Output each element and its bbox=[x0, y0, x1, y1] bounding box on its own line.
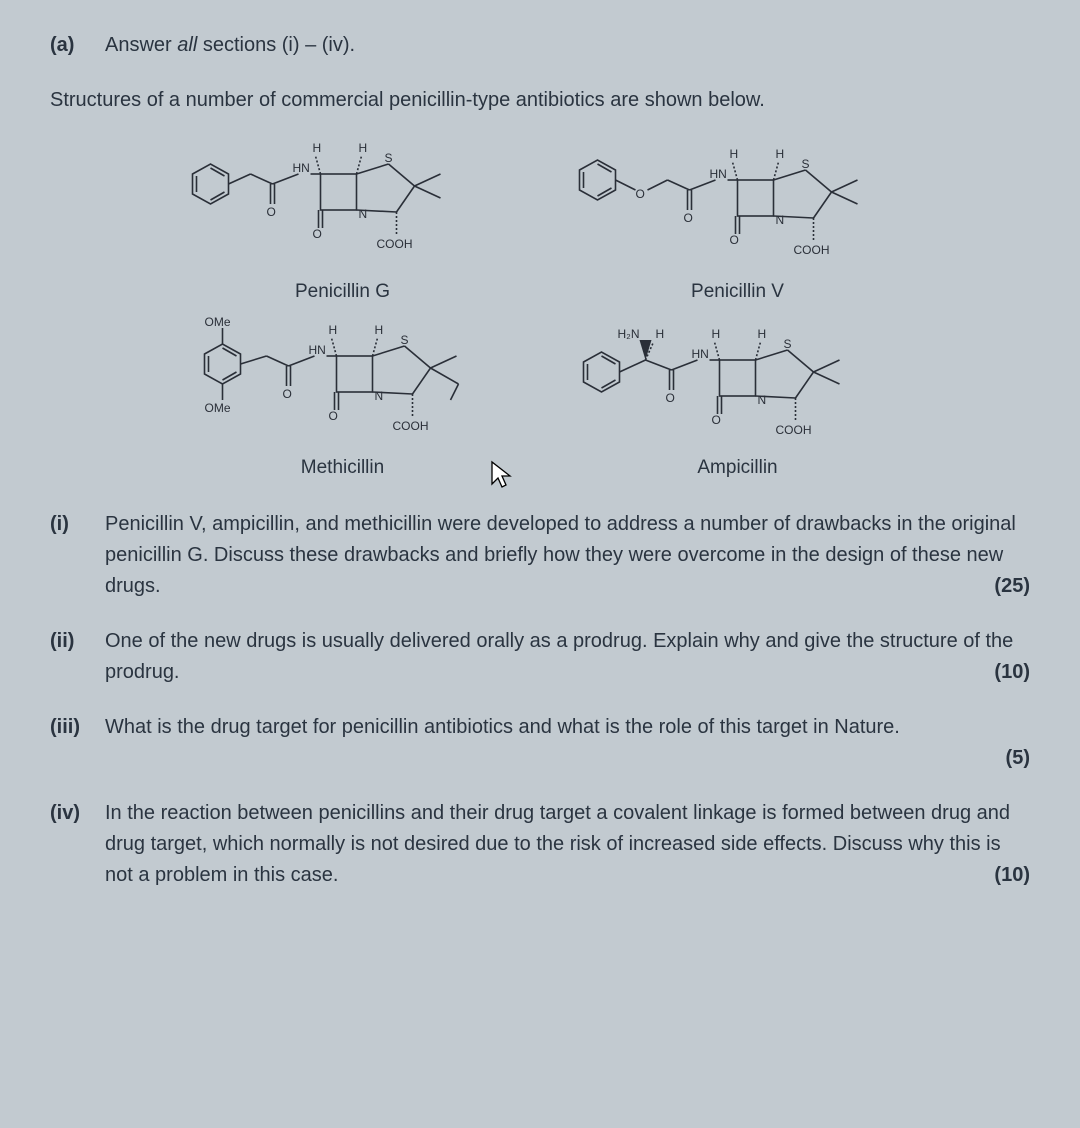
label-h: H bbox=[329, 323, 338, 337]
molecule-penicillin-v: O H H HN S N O O COOH Penicillin V bbox=[555, 134, 920, 306]
label-cooh: COOH bbox=[393, 419, 429, 433]
questions: (i) Penicillin V, ampicillin, and methic… bbox=[50, 509, 1030, 891]
intro-text: Structures of a number of commercial pen… bbox=[50, 85, 1030, 116]
label-o: O bbox=[329, 409, 338, 423]
label-h: H bbox=[313, 141, 322, 155]
penicillin-v-structure: O H H HN S N O O COOH bbox=[555, 134, 920, 269]
label-cooh: COOH bbox=[377, 237, 413, 251]
instruction: Answer all sections (i) – (iv). bbox=[105, 30, 1030, 61]
label-cooh: COOH bbox=[794, 243, 830, 257]
question-body: What is the drug target for penicillin a… bbox=[105, 716, 900, 738]
molecule-penicillin-g: H H HN S N O O COOH Penicillin G bbox=[160, 134, 525, 306]
label-h: H bbox=[712, 327, 721, 341]
question-body: One of the new drugs is usually delivere… bbox=[105, 630, 1013, 683]
label-h: H bbox=[359, 141, 368, 155]
label-h: H bbox=[656, 327, 665, 341]
label-hn: HN bbox=[710, 167, 727, 181]
label-o: O bbox=[636, 187, 645, 201]
label-o: O bbox=[267, 205, 276, 219]
question-number: (ii) bbox=[50, 626, 105, 657]
question-text: In the reaction between penicillins and … bbox=[105, 798, 1030, 891]
label-s: S bbox=[401, 333, 409, 347]
part-header: (a) Answer all sections (i) – (iv). bbox=[50, 30, 1030, 61]
ampicillin-structure: H₂N H H H HN S N O O COOH bbox=[555, 310, 920, 445]
question-body: Penicillin V, ampicillin, and methicilli… bbox=[105, 513, 1016, 597]
label-hn: HN bbox=[293, 161, 310, 175]
part-label: (a) bbox=[50, 30, 105, 61]
label-h: H bbox=[730, 147, 739, 161]
instruction-suffix: sections (i) – (iv). bbox=[197, 34, 355, 56]
instruction-prefix: Answer bbox=[105, 34, 177, 56]
label-h: H bbox=[776, 147, 785, 161]
label-hn: HN bbox=[309, 343, 326, 357]
label-o: O bbox=[684, 211, 693, 225]
question-text: Penicillin V, ampicillin, and methicilli… bbox=[105, 509, 1030, 602]
question-iv: (iv) In the reaction between penicillins… bbox=[50, 798, 1030, 891]
question-marks: (10) bbox=[994, 860, 1030, 891]
question-marks: (25) bbox=[994, 571, 1030, 602]
methicillin-structure: OMe OMe H H HN S N O O COOH bbox=[160, 310, 525, 445]
label-h: H bbox=[375, 323, 384, 337]
label-s: S bbox=[784, 337, 792, 351]
question-text: One of the new drugs is usually delivere… bbox=[105, 626, 1030, 688]
structures-figure: H H HN S N O O COOH Penicillin G bbox=[160, 134, 920, 483]
molecule-name: Penicillin G bbox=[160, 277, 525, 306]
question-i: (i) Penicillin V, ampicillin, and methic… bbox=[50, 509, 1030, 602]
label-n: N bbox=[758, 393, 767, 407]
question-ii: (ii) One of the new drugs is usually del… bbox=[50, 626, 1030, 688]
label-n: N bbox=[375, 389, 384, 403]
question-text: What is the drug target for penicillin a… bbox=[105, 712, 1030, 774]
label-o: O bbox=[666, 391, 675, 405]
label-hn: HN bbox=[692, 347, 709, 361]
question-marks: (5) bbox=[1006, 743, 1030, 774]
question-body: In the reaction between penicillins and … bbox=[105, 802, 1010, 886]
question-iii: (iii) What is the drug target for penici… bbox=[50, 712, 1030, 774]
exam-page: (a) Answer all sections (i) – (iv). Stru… bbox=[0, 0, 1080, 1128]
label-s: S bbox=[385, 151, 393, 165]
label-o: O bbox=[283, 387, 292, 401]
label-ome: OMe bbox=[205, 401, 231, 415]
label-n: N bbox=[359, 207, 368, 221]
molecule-name: Ampicillin bbox=[555, 453, 920, 482]
label-o: O bbox=[712, 413, 721, 427]
question-number: (iii) bbox=[50, 712, 105, 743]
question-marks: (10) bbox=[994, 657, 1030, 688]
label-cooh: COOH bbox=[776, 423, 812, 437]
molecule-methicillin: OMe OMe H H HN S N O O COOH Methicillin bbox=[160, 310, 525, 482]
question-number: (iv) bbox=[50, 798, 105, 829]
label-ome: OMe bbox=[205, 315, 231, 329]
penicillin-g-structure: H H HN S N O O COOH bbox=[160, 134, 525, 269]
molecule-name: Methicillin bbox=[160, 453, 525, 482]
label-o: O bbox=[730, 233, 739, 247]
label-h: H bbox=[758, 327, 767, 341]
label-h2n: H₂N bbox=[618, 327, 640, 341]
molecule-ampicillin: H₂N H H H HN S N O O COOH Ampicillin bbox=[555, 310, 920, 482]
question-number: (i) bbox=[50, 509, 105, 540]
molecule-name: Penicillin V bbox=[555, 277, 920, 306]
label-o: O bbox=[313, 227, 322, 241]
instruction-italic: all bbox=[177, 34, 197, 56]
label-n: N bbox=[776, 213, 785, 227]
label-s: S bbox=[802, 157, 810, 171]
